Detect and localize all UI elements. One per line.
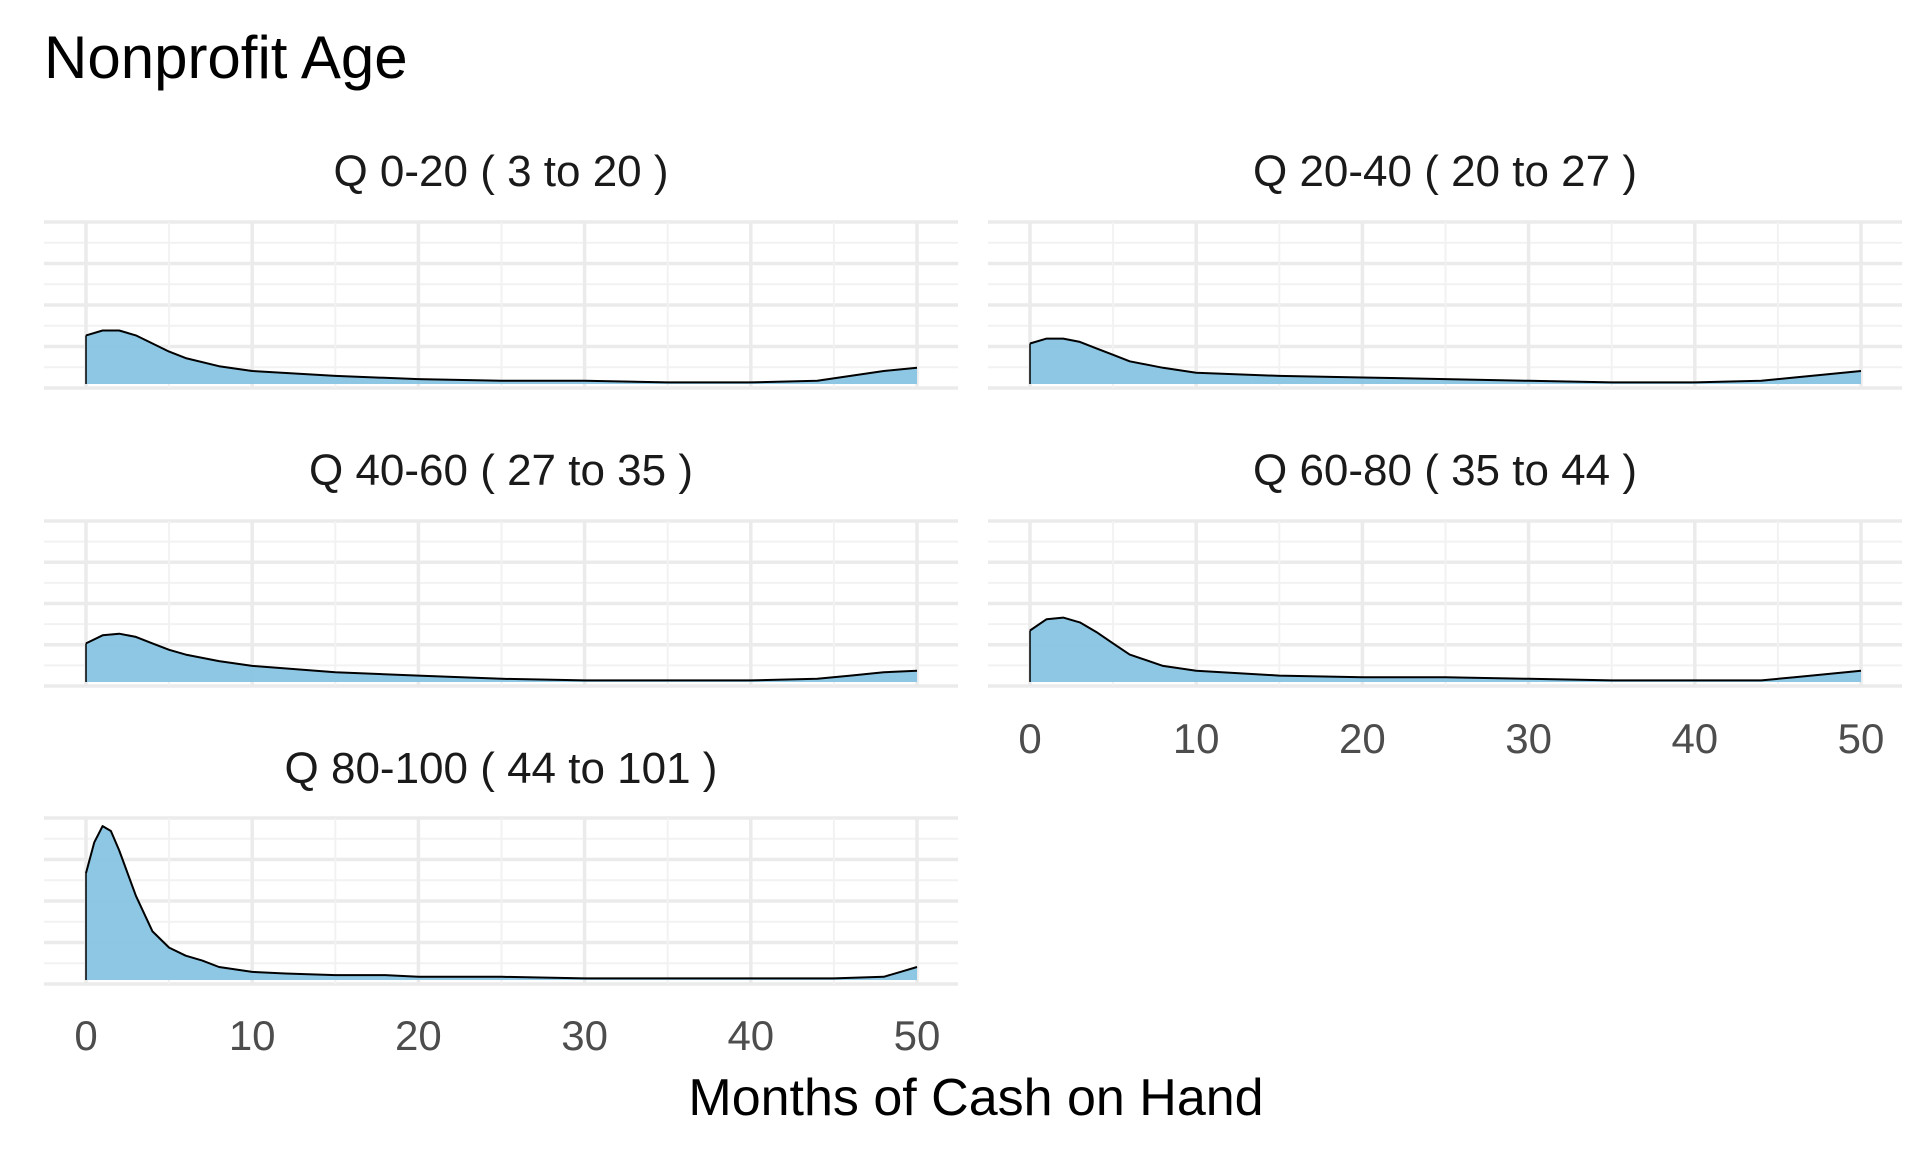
facet-panel: Q 60-80 ( 35 to 44 ) 0 10 20 30 40 50 — [988, 446, 1902, 762]
density-line — [1029, 616, 1862, 682]
facet-label: Q 0-20 ( 3 to 20 ) — [333, 147, 668, 196]
facet-panels: Q 0-20 ( 3 to 20 ) Q 20-40 ( 20 to 27 ) Q … — [44, 147, 1902, 1059]
density-area — [1030, 617, 1861, 682]
facet-label: Q 20-40 ( 20 to 27 ) — [1253, 147, 1637, 196]
x-tick-label: 20 — [1339, 715, 1386, 762]
x-tick-label: 40 — [1671, 715, 1718, 762]
density-area — [86, 826, 917, 980]
x-tick-label: 10 — [1173, 715, 1220, 762]
x-tick-label: 40 — [727, 1012, 774, 1059]
density-line — [85, 825, 918, 980]
x-tick-label: 50 — [894, 1012, 941, 1059]
facet-panel: Q 20-40 ( 20 to 27 ) — [988, 147, 1902, 390]
x-axis-label: Months of Cash on Hand — [688, 1069, 1263, 1127]
facet-label: Q 60-80 ( 35 to 44 ) — [1253, 446, 1637, 495]
x-tick-label: 10 — [229, 1012, 276, 1059]
x-tick-label: 0 — [1018, 715, 1041, 762]
facet-panel: Q 80-100 ( 44 to 101 ) 0 10 20 30 40 50 — [44, 744, 958, 1059]
x-tick-label: 0 — [74, 1012, 97, 1059]
facet-label: Q 40-60 ( 27 to 35 ) — [309, 446, 693, 495]
x-tick-label: 20 — [395, 1012, 442, 1059]
chart-title: Nonprofit Age — [44, 24, 408, 91]
x-tick-label: 50 — [1838, 715, 1885, 762]
density-line — [85, 329, 918, 384]
density-line — [85, 632, 918, 682]
facet-panel: Q 40-60 ( 27 to 35 ) — [44, 446, 958, 688]
density-line — [1029, 337, 1862, 384]
facet-panel: Q 0-20 ( 3 to 20 ) — [44, 147, 958, 390]
x-tick-label: 30 — [1505, 715, 1552, 762]
x-tick-label: 30 — [561, 1012, 608, 1059]
facet-label: Q 80-100 ( 44 to 101 ) — [285, 744, 718, 793]
